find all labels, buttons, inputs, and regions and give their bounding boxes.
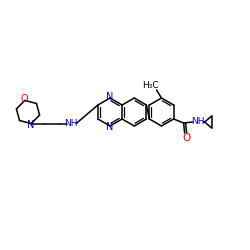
Text: N: N — [106, 92, 114, 102]
Text: N: N — [106, 122, 114, 132]
Text: O: O — [182, 133, 191, 143]
Text: N: N — [28, 120, 35, 130]
Text: NH: NH — [191, 116, 204, 126]
Text: O: O — [20, 94, 28, 104]
Text: H₃C: H₃C — [142, 80, 159, 90]
Text: NH: NH — [64, 119, 78, 128]
